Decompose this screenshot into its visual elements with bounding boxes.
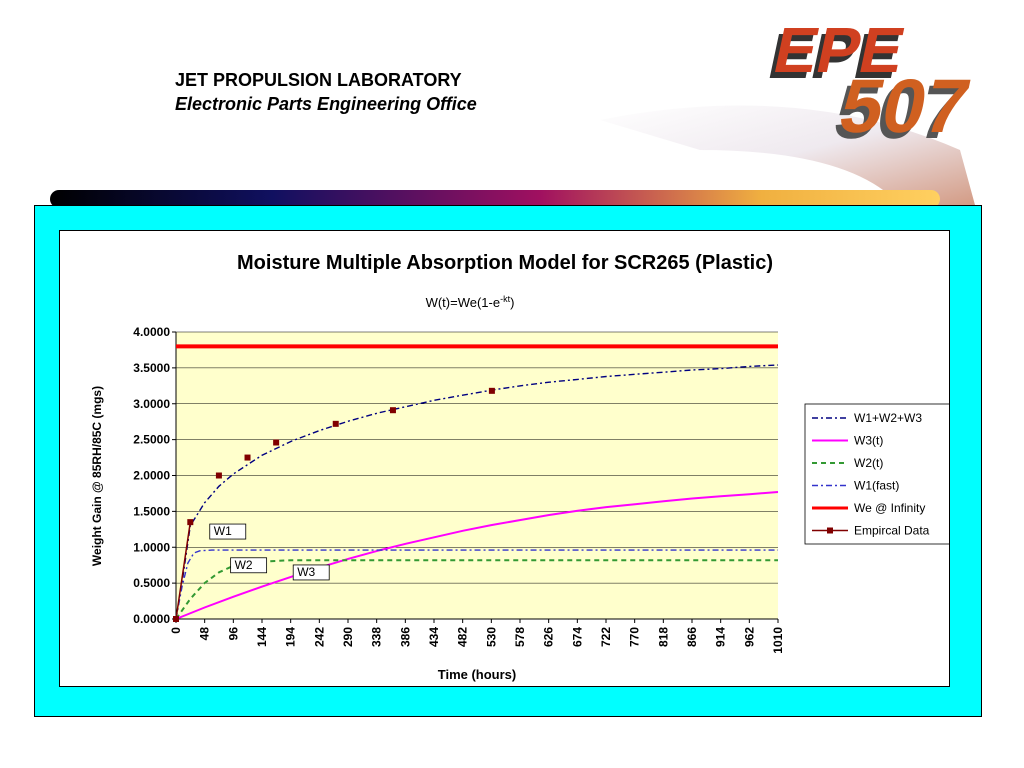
y-tick-label: 2.0000: [133, 469, 170, 483]
annotation-box: [209, 523, 247, 540]
chart-frame: Moisture Multiple Absorption Model for S…: [59, 230, 950, 687]
y-tick-label: 4.0000: [133, 325, 170, 339]
x-tick-label: 290: [341, 627, 355, 647]
logo-text-shadow: EPE: [762, 20, 905, 92]
organization-header: JET PROPULSION LABORATORY Electronic Par…: [175, 68, 477, 116]
series-w1-fast-line: [175, 549, 778, 620]
epe-507-logo: EPE EPE 507 507: [762, 14, 977, 155]
annotation-label: W1: [214, 524, 232, 538]
x-tick-label: 144: [255, 627, 269, 647]
legend-label: W3(t): [854, 434, 883, 448]
moisture-chart: Moisture Multiple Absorption Model for S…: [90, 252, 949, 682]
legend-label: W1+W2+W3: [854, 411, 922, 425]
x-tick-label: 722: [599, 627, 613, 647]
series-empircal-data-point: [215, 472, 222, 479]
x-tick-label: 530: [484, 627, 498, 647]
series-w1-w2-w3-line: [175, 364, 779, 620]
x-tick-label: 386: [398, 627, 412, 647]
x-tick-label: 434: [427, 627, 441, 647]
series-empircal-data-point: [244, 454, 251, 461]
legend-marker: [827, 527, 833, 534]
x-tick-label: 242: [312, 627, 326, 647]
x-tick-label: 194: [284, 627, 298, 647]
annotation-box: [292, 564, 330, 581]
y-axis-label: Weight Gain @ 85RH/85C (mgs): [90, 386, 104, 566]
x-tick-label: 770: [628, 627, 642, 647]
x-tick-label: 914: [714, 627, 728, 647]
y-tick-label: 3.0000: [133, 397, 170, 411]
x-tick-label: 96: [226, 627, 240, 641]
x-tick-label: 674: [570, 627, 584, 647]
legend-label: W1(fast): [854, 479, 899, 493]
logo-number-main: 507: [832, 64, 977, 149]
x-tick-label: 482: [456, 627, 470, 647]
org-subtitle: Electronic Parts Engineering Office: [175, 94, 477, 114]
x-tick-label: 338: [370, 627, 384, 647]
legend-label: W2(t): [854, 456, 883, 470]
org-title: JET PROPULSION LABORATORY: [175, 70, 462, 90]
legend-label: We @ Infinity: [854, 501, 925, 515]
axes: 0.0000 0.5000 1.0000 1.5000 2.0000 2.5000 3.00…: [133, 325, 785, 654]
y-tick-label: 3.5000: [133, 361, 170, 375]
annotation-label: W3: [297, 565, 315, 579]
series-empircal-data-point: [488, 387, 495, 394]
series-empircal-data-point: [332, 420, 339, 427]
x-tick-label: 818: [656, 627, 670, 647]
series-empircal-data-point: [173, 616, 179, 622]
y-tick-label: 2.5000: [133, 433, 170, 447]
y-tick-label: 1.5000: [133, 504, 170, 518]
header-swoosh: [50, 105, 975, 208]
series-empircal-data-segment: [175, 522, 192, 620]
logo-text-main: EPE: [768, 14, 911, 86]
y-tick-label: 1.0000: [133, 540, 170, 554]
legend-box: [804, 403, 949, 545]
x-tick-label: 962: [742, 627, 756, 647]
chart-title: Moisture Multiple Absorption Model for S…: [237, 252, 773, 274]
x-tick-label: 866: [685, 627, 699, 647]
series-empircal-data-point: [389, 407, 396, 414]
series-w3-t-line: [175, 491, 779, 620]
y-tick-label: 0.5000: [133, 576, 170, 590]
x-tick-label: 626: [542, 627, 556, 647]
series-empircal-data-point: [273, 439, 280, 446]
x-axis-label: Time (hours): [438, 667, 517, 682]
x-tick-label: 578: [513, 627, 527, 647]
legend-label: Empircal Data: [854, 524, 930, 538]
chart-subtitle: W(t)=We(1-e-kt): [426, 294, 515, 310]
annotations: W1 W2 W3: [209, 523, 330, 581]
gridlines: [176, 331, 778, 584]
legend: W1+W2+W3 W3(t) W2(t) W1(fast) We @ Infinity E…: [804, 403, 949, 545]
annotation-label: W2: [235, 558, 253, 572]
x-tick-label: 1010: [771, 627, 785, 654]
series-empircal-data-point: [187, 519, 194, 526]
annotation-box: [230, 557, 268, 574]
x-tick-label: 48: [198, 627, 212, 641]
logo-number-shadow: 507: [827, 70, 972, 155]
y-tick-label: 0.0000: [133, 612, 170, 626]
x-tick-label: 0: [169, 627, 183, 634]
